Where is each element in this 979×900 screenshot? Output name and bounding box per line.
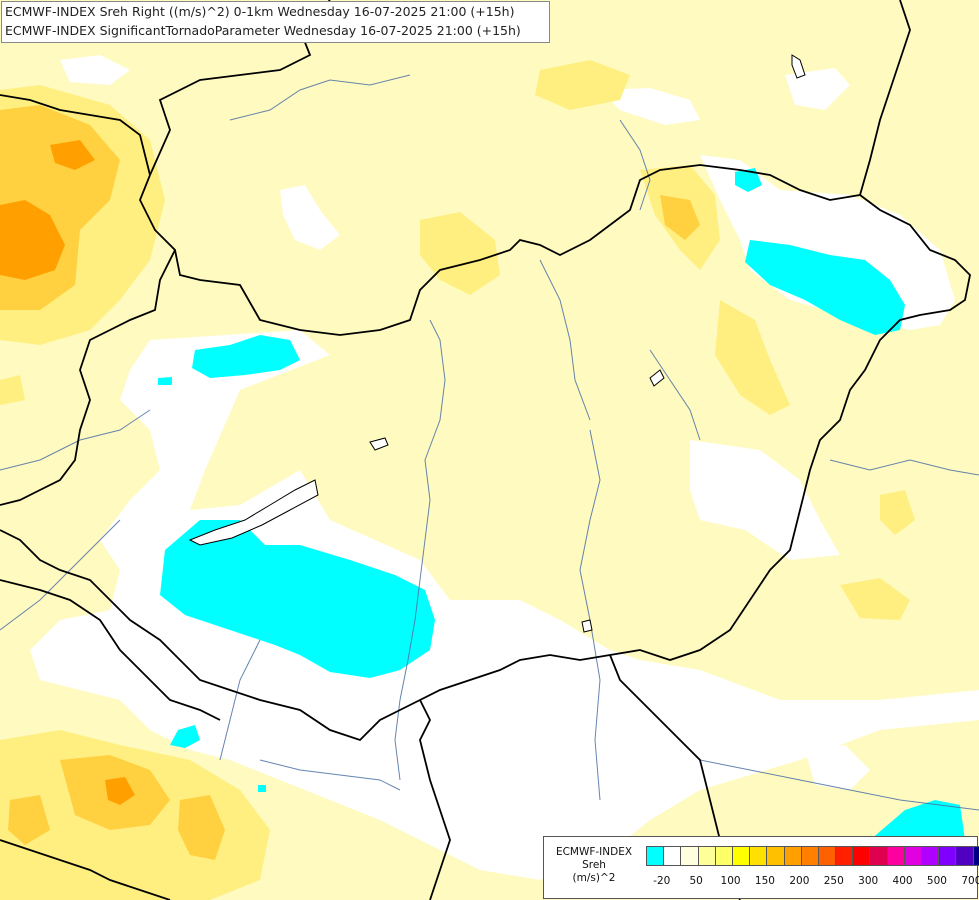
legend-swatch [680,846,699,866]
legend-variable: Sreh [582,859,606,871]
color-legend: ECMWF-INDEX Sreh (m/s)^2 -20 50 100 150 200 2… [543,836,979,899]
legend-tick-label: 200 [789,875,810,887]
legend-tick-label: 300 [858,875,879,887]
legend-swatch [749,846,768,866]
legend-swatch [886,846,905,866]
legend-swatch [972,846,979,866]
legend-swatch [817,846,837,866]
legend-swatch [783,846,802,866]
legend-source: ECMWF-INDEX [555,846,633,858]
legend-swatches [646,846,979,866]
title-line-stp: ECMWF-INDEX SignificantTornadoParameter … [5,23,521,38]
legend-swatch [955,846,974,866]
legend-swatch [869,846,888,866]
very-high-sreh-area [0,140,135,805]
legend-swatch [938,846,957,866]
legend-swatch [714,846,733,866]
rivers [0,74,979,811]
legend-swatch [800,846,819,866]
low-sreh-areas [30,55,979,880]
legend-tick-label: -20 [653,875,671,887]
map-title-box: ECMWF-INDEX Sreh Right ((m/s)^2) 0-1km W… [1,1,550,43]
legend-unit: (m/s)^2 [572,872,616,884]
legend-tick-label: 250 [823,875,844,887]
legend-swatch [697,846,716,866]
legend-swatch [646,846,665,866]
legend-swatch [852,846,871,866]
title-line-sreh: ECMWF-INDEX Sreh Right ((m/s)^2) 0-1km W… [5,4,515,19]
legend-swatch [766,846,785,866]
legend-tick-label: 100 [720,875,741,887]
legend-swatch [921,846,940,866]
legend-tick-label: 50 [689,875,703,887]
legend-swatch [731,846,751,866]
legend-ticks: -20 50 100 150 200 250 300 400 500 700 [646,875,979,891]
legend-tick-label: 500 [926,875,947,887]
legend-tick-label: 700 [961,875,979,887]
legend-swatch [663,846,682,866]
legend-swatch [903,846,922,866]
lakes [188,54,806,633]
legend-label: ECMWF-INDEX Sreh (m/s)^2 [548,846,640,885]
legend-swatch [835,846,854,866]
legend-tick-label: 150 [754,875,775,887]
legend-tick-label: 400 [892,875,913,887]
